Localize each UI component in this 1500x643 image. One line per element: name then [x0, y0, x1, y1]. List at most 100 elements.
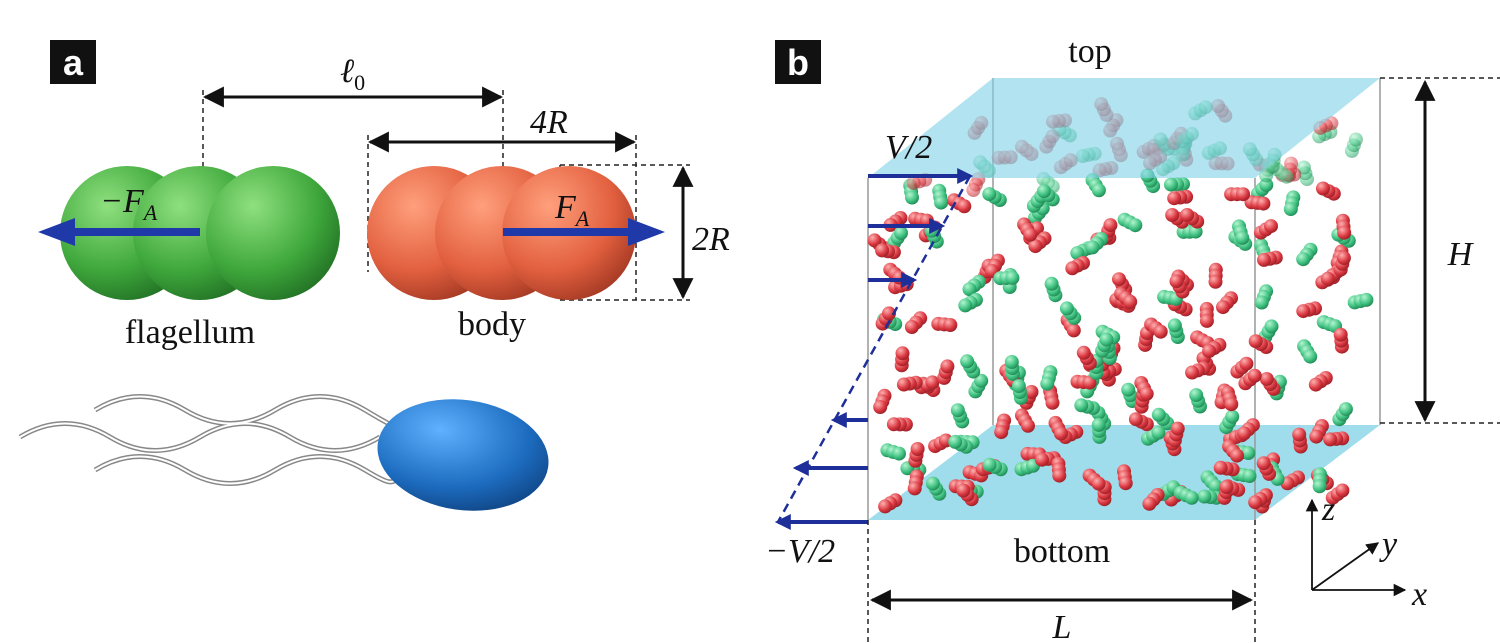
body-label: body — [458, 306, 526, 343]
particle-bead — [982, 187, 996, 201]
particle-bead — [1012, 379, 1026, 393]
particle-bead — [1202, 344, 1216, 358]
particle-bead — [1171, 422, 1185, 436]
particle-bead — [897, 378, 911, 392]
particle-bead — [1225, 410, 1239, 424]
particle-bead — [1005, 271, 1019, 285]
axis-label: x — [1411, 576, 1427, 613]
panel-tag: a — [63, 42, 84, 83]
particle-bead — [1197, 490, 1211, 504]
particle-bead — [1257, 456, 1271, 470]
particle-bead — [1142, 497, 1156, 511]
particle-bead — [943, 318, 957, 332]
particle-bead — [1264, 219, 1278, 233]
upper-velocity-label: V/2 — [885, 129, 932, 166]
particle-bead — [1303, 350, 1317, 364]
lower-velocity-label: −V/2 — [765, 533, 835, 570]
particle-bead — [966, 183, 980, 197]
particle-bead — [940, 359, 954, 373]
axis-label: y — [1379, 526, 1398, 563]
particle-bead — [1086, 240, 1100, 254]
particle-bead — [1067, 323, 1081, 337]
particle-bead — [1005, 355, 1019, 369]
width-label: 2R — [692, 221, 730, 258]
particle-bead — [1040, 377, 1054, 391]
particle-bead — [892, 271, 906, 285]
particle-bead — [1237, 426, 1251, 440]
particle-bead — [1077, 346, 1091, 360]
spacing-label: ℓ0 — [340, 53, 365, 95]
particle-bead — [1035, 453, 1049, 467]
particle-bead — [1119, 476, 1133, 490]
particle-bead — [905, 191, 919, 205]
particle-bead — [1170, 274, 1184, 288]
particle-bead — [1220, 480, 1234, 494]
particle-bead — [892, 447, 906, 461]
particle-bead — [1309, 378, 1323, 392]
particle-bead — [1185, 491, 1199, 505]
particle-bead — [1216, 300, 1230, 314]
particle-bead — [958, 298, 972, 312]
particle-bead — [1100, 333, 1114, 347]
particle-bead — [1200, 314, 1214, 328]
particle-bead — [1257, 253, 1271, 267]
top-label: top — [1068, 33, 1111, 70]
particle-bead — [1255, 296, 1269, 310]
box-length-label: L — [1052, 609, 1072, 643]
particle-bead — [1052, 469, 1066, 483]
particle-bead — [1248, 495, 1262, 509]
flagellum-label: flagellum — [125, 314, 255, 351]
particle-bead — [896, 346, 910, 360]
particle-bead — [1316, 182, 1330, 196]
particle-bead — [1121, 383, 1135, 397]
particle-bead — [956, 484, 970, 498]
particle-bead — [1292, 428, 1306, 442]
particle-bead — [1260, 372, 1274, 386]
particle-bead — [1021, 419, 1035, 433]
particle-bead — [1151, 426, 1165, 440]
guide — [1380, 78, 1500, 423]
particle-bead — [908, 481, 922, 495]
particle-bead — [934, 196, 948, 210]
particle-bead — [1209, 275, 1223, 289]
particle-bead — [1265, 319, 1279, 333]
particle-bead — [873, 400, 887, 414]
particle-bead — [1309, 430, 1323, 444]
particle-bead — [1334, 328, 1348, 342]
particle-bead — [1185, 366, 1199, 380]
particle-bead — [1359, 293, 1373, 307]
panel-tag: b — [787, 42, 809, 83]
particle-bead — [1140, 387, 1154, 401]
particle-bead — [926, 477, 940, 491]
particle-bead — [1236, 187, 1250, 201]
particle-bead — [1065, 261, 1079, 275]
bottom-label: bottom — [1014, 533, 1110, 570]
flagella-highlight — [20, 397, 405, 484]
particle-bead — [1235, 231, 1249, 245]
flagella — [20, 397, 405, 484]
particle-bead — [1337, 251, 1351, 265]
particle-bead — [887, 417, 901, 431]
particle-bead — [1045, 277, 1059, 291]
particle-bead — [1337, 226, 1351, 240]
particle-bead — [1349, 133, 1363, 147]
particle-bead — [894, 226, 908, 240]
sphere — [206, 166, 340, 300]
particle-bead — [994, 425, 1008, 439]
particle-bead — [1128, 218, 1142, 232]
particle-bead — [1092, 183, 1106, 197]
particle-bead — [1321, 272, 1335, 286]
bacterium-body — [370, 389, 556, 522]
particle-bead — [1165, 208, 1179, 222]
particle-bead — [1103, 218, 1117, 232]
particle-bead — [1239, 357, 1253, 371]
particle-bead — [983, 458, 997, 472]
particle-bead — [948, 435, 962, 449]
particle-bead — [1037, 184, 1051, 198]
particle-bead — [875, 243, 889, 257]
particle-bead — [1214, 461, 1228, 475]
particle-bead — [1154, 325, 1168, 339]
particle-bead — [1256, 197, 1270, 211]
particle-bead — [1054, 427, 1068, 441]
particle-bead — [951, 403, 965, 417]
